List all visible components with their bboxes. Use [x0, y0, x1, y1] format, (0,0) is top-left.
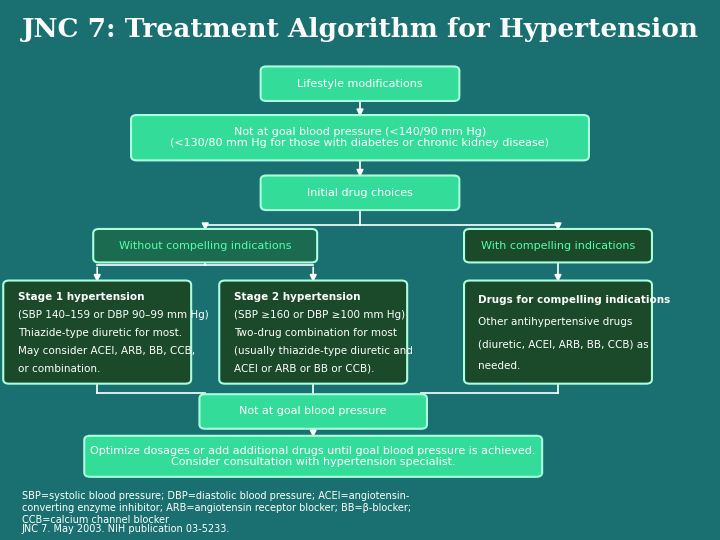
- Text: Not at goal blood pressure (<140/90 mm Hg)
(<130/80 mm Hg for those with diabete: Not at goal blood pressure (<140/90 mm H…: [171, 127, 549, 148]
- Text: or combination.: or combination.: [18, 363, 100, 374]
- FancyBboxPatch shape: [84, 436, 542, 477]
- Text: (SBP ≥160 or DBP ≥100 mm Hg): (SBP ≥160 or DBP ≥100 mm Hg): [233, 310, 405, 320]
- Text: Stage 1 hypertension: Stage 1 hypertension: [18, 292, 144, 302]
- Text: (usually thiazide-type diuretic and: (usually thiazide-type diuretic and: [233, 346, 413, 356]
- FancyBboxPatch shape: [4, 281, 192, 383]
- FancyBboxPatch shape: [464, 229, 652, 262]
- FancyBboxPatch shape: [261, 66, 459, 101]
- FancyBboxPatch shape: [220, 281, 408, 383]
- Text: With compelling indications: With compelling indications: [481, 241, 635, 251]
- Text: Stage 2 hypertension: Stage 2 hypertension: [233, 292, 360, 302]
- Text: Other antihypertensive drugs: Other antihypertensive drugs: [479, 317, 633, 327]
- Text: JNC 7: Treatment Algorithm for Hypertension: JNC 7: Treatment Algorithm for Hypertens…: [22, 17, 698, 42]
- FancyBboxPatch shape: [261, 176, 459, 210]
- Text: Initial drug choices: Initial drug choices: [307, 188, 413, 198]
- FancyBboxPatch shape: [199, 394, 427, 429]
- Text: JNC 7. May 2003. NIH publication 03-5233.: JNC 7. May 2003. NIH publication 03-5233…: [22, 524, 230, 534]
- Text: (SBP 140–159 or DBP 90–99 mm Hg): (SBP 140–159 or DBP 90–99 mm Hg): [18, 310, 208, 320]
- Text: ACEI or ARB or BB or CCB).: ACEI or ARB or BB or CCB).: [233, 363, 374, 374]
- Text: May consider ACEI, ARB, BB, CCB,: May consider ACEI, ARB, BB, CCB,: [18, 346, 195, 356]
- Text: Without compelling indications: Without compelling indications: [119, 241, 292, 251]
- FancyBboxPatch shape: [93, 229, 318, 262]
- Text: Optimize dosages or add additional drugs until goal blood pressure is achieved.
: Optimize dosages or add additional drugs…: [91, 446, 536, 467]
- FancyBboxPatch shape: [131, 115, 589, 160]
- FancyBboxPatch shape: [464, 281, 652, 383]
- Text: Not at goal blood pressure: Not at goal blood pressure: [240, 407, 387, 416]
- Text: Two-drug combination for most: Two-drug combination for most: [233, 328, 397, 338]
- Text: Drugs for compelling indications: Drugs for compelling indications: [479, 295, 671, 305]
- Text: Thiazide-type diuretic for most.: Thiazide-type diuretic for most.: [18, 328, 181, 338]
- Text: (diuretic, ACEI, ARB, BB, CCB) as: (diuretic, ACEI, ARB, BB, CCB) as: [479, 339, 649, 349]
- Text: Lifestyle modifications: Lifestyle modifications: [297, 79, 423, 89]
- Text: needed.: needed.: [479, 361, 521, 371]
- Text: SBP=systolic blood pressure; DBP=diastolic blood pressure; ACEI=angiotensin-
con: SBP=systolic blood pressure; DBP=diastol…: [22, 491, 410, 524]
